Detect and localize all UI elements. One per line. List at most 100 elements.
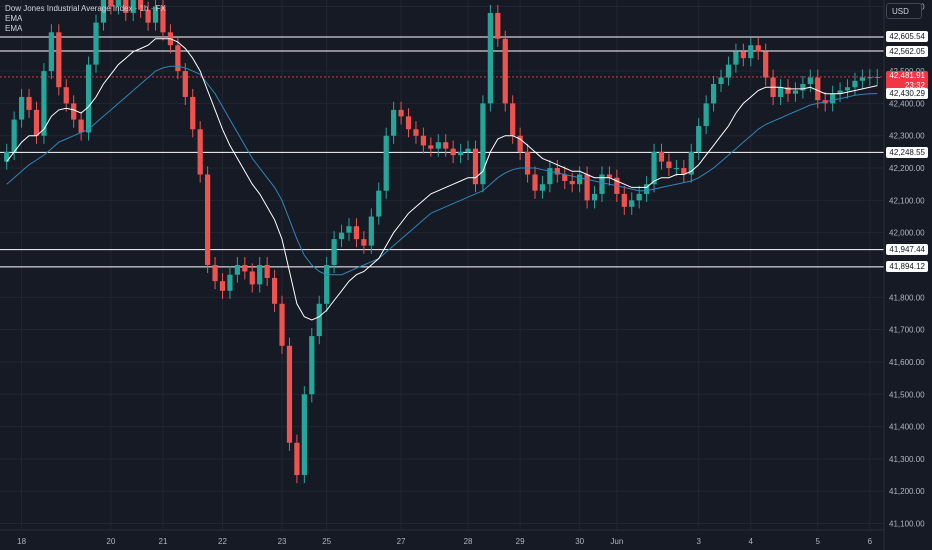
candle-body: [539, 184, 546, 191]
time-tick-label: 27: [397, 537, 406, 546]
level-price-tag: 42,248.55: [886, 146, 928, 158]
candle-body: [599, 174, 605, 194]
candle-body: [591, 193, 598, 201]
candle-body: [398, 109, 404, 117]
time-tick-label: 5: [816, 537, 821, 546]
time-tick-label: 20: [106, 537, 115, 546]
candle-body: [242, 265, 248, 272]
candle-body: [108, 0, 114, 7]
time-tick-label: 25: [322, 537, 331, 546]
candle-body: [867, 77, 873, 79]
ema-legend-1[interactable]: EMA: [5, 14, 23, 23]
candle-body: [234, 265, 240, 275]
candle-body: [487, 12, 493, 104]
price-tick-label: 42,400.00: [889, 99, 925, 108]
candle-body: [338, 232, 345, 240]
candle-body: [227, 274, 233, 291]
candle-body: [257, 265, 263, 285]
candle-body: [681, 168, 687, 175]
candle-body: [792, 90, 799, 94]
candle-body: [658, 151, 665, 162]
candle-body: [755, 45, 761, 52]
candle-body: [688, 151, 694, 175]
ema-fast-line: [6, 38, 878, 321]
candle-body: [26, 96, 32, 110]
candle-body: [859, 77, 866, 81]
candle-body: [190, 96, 196, 130]
price-tick-label: 41,500.00: [889, 390, 925, 399]
candle-body: [837, 90, 843, 94]
candle-body: [78, 119, 84, 133]
candle-body: [182, 71, 188, 97]
candle-body: [264, 265, 270, 278]
candle-body: [777, 87, 784, 97]
price-tick-label: 41,700.00: [889, 326, 925, 335]
candle-body: [353, 226, 360, 240]
candle-body: [279, 303, 285, 346]
candle-body: [763, 51, 769, 78]
ema-legend-2[interactable]: EMA: [5, 24, 23, 33]
candle-body: [18, 96, 25, 120]
candle-body: [725, 64, 732, 78]
candle-body: [11, 119, 17, 152]
candle-body: [740, 51, 746, 59]
level-price-tag: 42,562.05: [886, 45, 928, 57]
candle-body: [748, 45, 754, 59]
candle-body: [48, 32, 54, 72]
candle-body: [554, 168, 560, 175]
candle-body: [480, 103, 486, 185]
candle-body: [815, 77, 821, 101]
symbol-title[interactable]: Dow Jones Industrial Average Index · 1h …: [5, 4, 166, 13]
candle-body: [324, 265, 330, 304]
price-tick-label: 42,200.00: [889, 164, 925, 173]
time-axis: 18 20 21 22 23 25 27 28 29 30 Jun 3 4 5 6: [0, 529, 884, 546]
price-tick-label: 42,000.00: [889, 229, 925, 238]
time-tick-label: 29: [516, 537, 525, 546]
candle-body: [696, 126, 702, 152]
candle-body: [524, 151, 531, 175]
currency-selector[interactable]: USD: [886, 3, 922, 19]
candle-body: [331, 239, 337, 265]
candle-body: [33, 109, 40, 136]
candle-body: [4, 151, 10, 162]
ema-slow-line: [6, 65, 878, 276]
candle-body: [376, 190, 382, 217]
candle-body: [450, 148, 456, 156]
chart-grid: [0, 0, 884, 530]
candle-body: [130, 0, 136, 13]
candle-body: [56, 32, 62, 88]
time-tick-label: 23: [278, 537, 287, 546]
time-tick-label: 4: [749, 537, 754, 546]
candle-body: [435, 142, 441, 149]
candle-body: [63, 87, 69, 104]
candle-body: [830, 93, 836, 104]
candle-body: [644, 184, 650, 194]
horizontal-levels: [0, 36, 884, 268]
price-tick-label: 41,600.00: [889, 358, 925, 367]
candle-body: [718, 77, 724, 85]
candle-body: [93, 22, 99, 65]
candle-body: [577, 174, 583, 185]
candle-body: [115, 0, 121, 7]
price-tick-label: 41,200.00: [889, 487, 925, 496]
price-tick-label: 41,400.00: [889, 423, 925, 432]
candle-body: [800, 84, 806, 91]
candle-body: [710, 84, 717, 104]
candle-body: [629, 200, 635, 207]
candle-body: [807, 77, 813, 85]
candle-body: [249, 271, 255, 285]
candle-body: [145, 9, 151, 23]
candle-body: [621, 193, 627, 207]
candle-body: [495, 12, 501, 39]
candle-body: [844, 87, 851, 91]
bar-countdown: 23:32: [904, 80, 925, 90]
time-tick-label: 6: [868, 537, 873, 546]
price-tick-label: 41,300.00: [889, 455, 925, 464]
candlesticks: [4, 0, 880, 484]
level-price-tag: 41,947.44: [886, 244, 928, 256]
candle-body: [205, 174, 211, 265]
candle-body: [532, 174, 538, 191]
candle-body: [152, 6, 159, 23]
candle-body: [316, 303, 322, 337]
